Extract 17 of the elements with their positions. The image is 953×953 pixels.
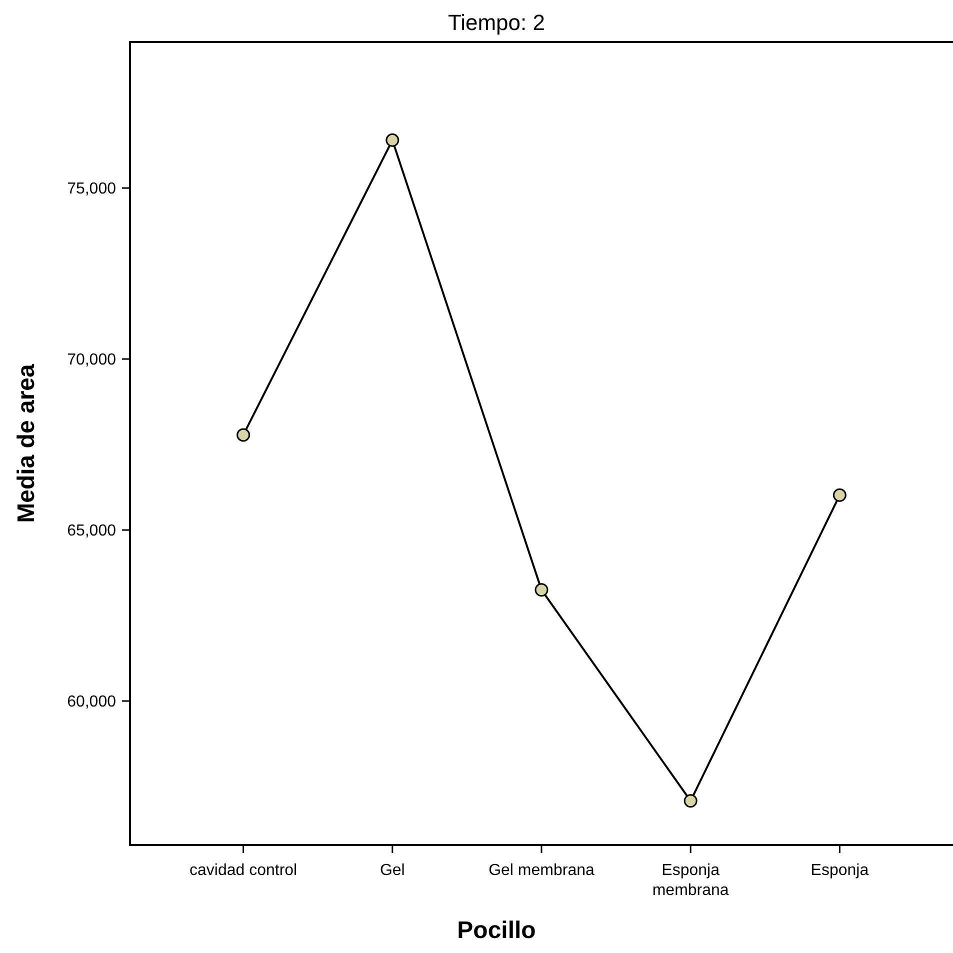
y-tick-label: 70,000 [67,352,116,369]
point [386,133,400,147]
point [534,583,548,597]
x-axis-title: Pocillo [457,917,536,944]
x-tick-label: cavidad control [190,862,298,879]
point [832,488,846,502]
x-tick-label: Esponja membrana [652,862,729,899]
y-tick-label: 75,000 [67,180,116,198]
point [684,794,698,808]
y-tick-label: 60,000 [67,694,116,711]
y-tick-label: 65,000 [67,522,116,540]
point [236,428,250,442]
x-tick-label: Gel membrana [488,862,595,879]
y-axis-title: Media de area [13,363,40,523]
x-tick-label: Esponja [810,862,869,879]
x-tick-label: Gel [380,862,405,879]
chart-title: Tiempo: 2 [448,10,546,35]
